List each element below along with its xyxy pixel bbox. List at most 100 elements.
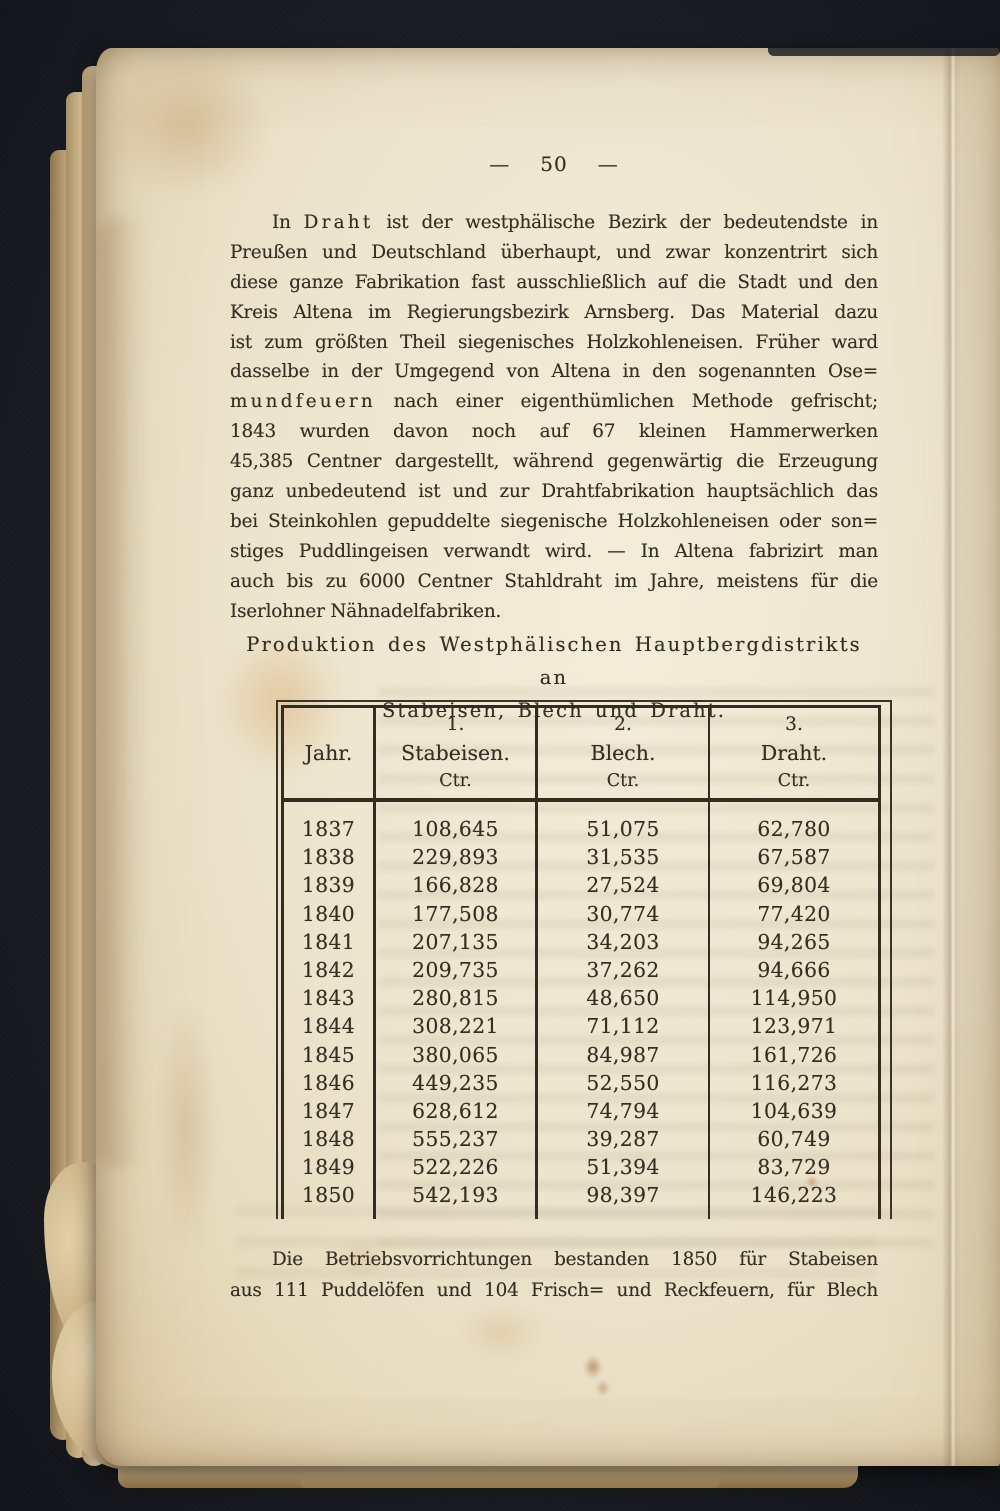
table-column-stabeisen: 108,645 229,893 166,828 177,508 207,135 209,7… [376, 802, 538, 1219]
stain [596, 1380, 610, 1396]
text-line: ist zum größten Theil siegenisches Holzk… [230, 328, 878, 358]
book-page: — 50 — In Draht ist der westphälische Be… [96, 46, 1000, 1466]
column-name: Blech. [590, 741, 656, 765]
text-line: Iserlohner Nähnadelfabriken. [230, 597, 878, 627]
year-cell: 1842 [301, 957, 356, 982]
line-text: Kreis Altena im Regierungsbezirk Arnsber… [230, 301, 878, 323]
blech-cell: 34,203 [586, 929, 660, 954]
draht-cell: 67,587 [757, 845, 831, 870]
stabeisen-cell: 177,508 [412, 901, 499, 926]
year-cell: 1844 [301, 1014, 356, 1039]
line-text: ganz unbedeutend ist und zur Drahtfabrik… [230, 481, 878, 503]
year-cell: 1850 [301, 1183, 356, 1208]
stain [456, 1303, 546, 1363]
blech-cell: 84,987 [586, 1042, 660, 1067]
table-title: Produktion des Westphälischen Hauptbergd… [230, 628, 878, 727]
year-cell: 1847 [301, 1098, 356, 1123]
line-text: 45,385 Centner dargestellt, während gege… [230, 451, 878, 473]
column-header-jahr: Jahr. [284, 708, 376, 798]
year-cell: 1848 [301, 1127, 356, 1152]
stabeisen-cell: 229,893 [412, 845, 499, 870]
stabeisen-cell: 542,193 [412, 1183, 499, 1208]
blech-cell: 51,075 [586, 817, 660, 841]
table-body: 1837 1838 1839 1840 1841 1842 1843 1844 1845 1846… [284, 802, 878, 1219]
stabeisen-cell: 207,135 [412, 929, 499, 954]
line-text: nach einer eigenthümlichen Methode gefri… [375, 391, 879, 413]
production-table-inner: Jahr. 1. Stabeisen. Ctr. 2. Blech. Ctr. [281, 705, 881, 1219]
page-stack-bottom [300, 1472, 720, 1488]
paragraph-main: In Draht ist der westphälische Bezirk de… [230, 208, 878, 626]
page-top-deckle [768, 46, 1000, 56]
page-number-value: 50 [540, 152, 568, 176]
page-right-shading [954, 48, 1000, 1466]
stabeisen-cell: 522,226 [412, 1155, 499, 1180]
column-unit: Ctr. [777, 771, 811, 791]
year-cell: 1843 [301, 986, 356, 1011]
draht-cell: 83,729 [757, 1155, 831, 1180]
draht-cell: 77,420 [757, 901, 831, 926]
blech-cell: 30,774 [586, 901, 660, 926]
line-text: ist der westphälische Bezirk der bedeute… [373, 212, 878, 233]
blech-cell: 98,397 [586, 1183, 660, 1208]
year-cell: 1849 [301, 1155, 356, 1180]
draht-cell: 146,223 [750, 1183, 838, 1208]
draht-cell: 60,749 [757, 1127, 831, 1152]
line-pre: In [272, 212, 304, 233]
stabeisen-cell: 380,065 [412, 1042, 499, 1067]
page-crease [942, 48, 960, 1466]
blech-cell: 39,287 [586, 1127, 660, 1152]
production-table: Jahr. 1. Stabeisen. Ctr. 2. Blech. Ctr. [276, 700, 892, 1219]
line-text: ist zum größten Theil siegenisches Holzk… [230, 331, 878, 353]
draht-cell: 114,950 [750, 986, 838, 1011]
year-cell: 1837 [301, 817, 356, 841]
table-header-row: Jahr. 1. Stabeisen. Ctr. 2. Blech. Ctr. [284, 708, 878, 802]
blech-cell: 31,535 [586, 845, 660, 870]
blech-cell: 48,650 [586, 986, 660, 1011]
column-header: 1. Stabeisen. Ctr. [376, 708, 538, 798]
stain [584, 1356, 602, 1378]
paragraph-footer: Die Betriebsvorrichtungen bestanden 1850… [230, 1244, 878, 1306]
dash-left: — [489, 152, 511, 176]
year-cell: 1845 [301, 1042, 356, 1067]
column-number: 3. [785, 714, 803, 735]
column-number: 1. [446, 714, 465, 735]
text-line: stiges Puddlingeisen verwandt wird. — In… [230, 537, 878, 567]
stabeisen-cell: 108,645 [412, 817, 499, 841]
table-column-draht: 62,780 67,587 69,804 77,420 94,265 94,666 114,… [710, 802, 878, 1219]
table-column-blech: 51,075 31,535 27,524 30,774 34,203 37,262 48,6… [538, 802, 710, 1219]
line-text: Preußen und Deutschland überhaupt, und z… [230, 241, 878, 263]
blech-cell: 27,524 [586, 873, 660, 898]
blech-cell: 37,262 [586, 957, 660, 982]
year-cell: 1838 [301, 845, 356, 870]
line-spaced-word: mundfeuern [230, 391, 376, 413]
line-text: Iserlohner Nähnadelfabriken. [230, 600, 502, 622]
year-cell: 1841 [301, 929, 356, 954]
column-unit: Ctr. [439, 771, 472, 791]
draht-cell: 123,971 [750, 1014, 838, 1039]
line-text: 1843 wurden davon noch auf 67 kleinen Ha… [230, 421, 878, 443]
stabeisen-cell: 628,612 [412, 1098, 499, 1123]
column-name: Draht. [760, 741, 828, 765]
text-line: Preußen und Deutschland überhaupt, und z… [230, 238, 878, 268]
draht-cell: 62,780 [757, 817, 831, 841]
year-cell: 1840 [301, 901, 356, 926]
table-title-line1: Produktion des Westphälischen Hauptbergd… [246, 633, 862, 689]
line-text: Die Betriebsvorrichtungen bestanden 1850… [272, 1249, 878, 1270]
text-line: auch bis zu 6000 Centner Stahldraht im J… [230, 567, 878, 597]
text-line: Die Betriebsvorrichtungen bestanden 1850… [230, 1244, 878, 1275]
stabeisen-cell: 166,828 [412, 873, 499, 898]
stabeisen-cell: 280,815 [412, 986, 499, 1011]
column-number: 2. [614, 714, 632, 735]
year-cell: 1846 [301, 1070, 356, 1095]
line-spaced-word: Draht [303, 212, 374, 233]
column-header: 3. Draht. Ctr. [710, 708, 878, 798]
line-text: diese ganze Fabrikation fast ausschließl… [230, 271, 878, 293]
table-column-jahr: 1837 1838 1839 1840 1841 1842 1843 1844 1845 1846… [284, 802, 376, 1219]
blech-cell: 71,112 [586, 1014, 660, 1039]
stain [98, 218, 144, 1168]
draht-cell: 94,265 [757, 929, 831, 954]
line-text: bei Steinkohlen gepuddelte siegenische H… [230, 510, 878, 532]
stabeisen-cell: 209,735 [412, 957, 499, 982]
text-line: Kreis Altena im Regierungsbezirk Arnsber… [230, 298, 878, 328]
stain [102, 50, 272, 200]
